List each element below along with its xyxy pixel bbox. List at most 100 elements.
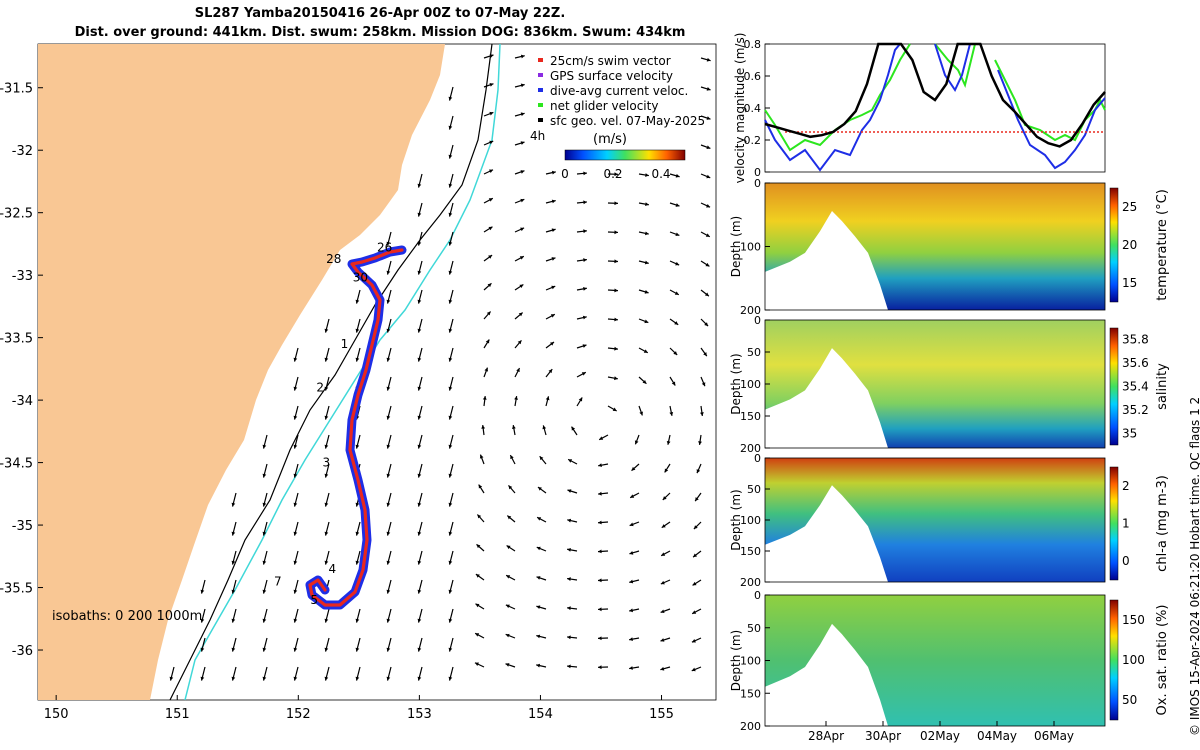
velocity-arrowhead <box>520 170 525 174</box>
velocity-arrowhead <box>486 311 491 316</box>
velocity-arrowhead <box>293 589 298 594</box>
velocity-arrowhead <box>482 396 487 400</box>
speed-colorbar: (m/s) 0 0.2 0.4 <box>561 132 686 181</box>
section-ylabel: Depth (m) <box>729 216 743 277</box>
velocity-arrowhead <box>448 589 453 594</box>
map-x-tick-label: 150 <box>44 707 69 722</box>
velocity-arrowhead <box>598 578 602 583</box>
velocity-arrowhead <box>614 317 618 322</box>
velocity-arrowhead <box>231 502 236 507</box>
chart-subtitle: Dist. over ground: 441km. Dist. swum: 25… <box>74 25 686 40</box>
velocity-arrowhead <box>660 609 665 614</box>
velocity-arrowhead <box>704 322 709 327</box>
velocity-arrowhead <box>696 469 701 474</box>
velocity-arrowhead <box>293 560 298 565</box>
velocity-arrowhead <box>536 634 541 639</box>
velocity-arrowhead <box>293 531 298 536</box>
velocity-arrowhead <box>293 618 298 623</box>
velocity-arrowhead <box>355 531 360 536</box>
colorbar-label: chl-a (mg m-3) <box>1155 475 1170 572</box>
colorbar-label: salinity <box>1155 363 1170 410</box>
velocity-arrowhead <box>536 605 541 610</box>
map-x-tick-label: 155 <box>649 707 674 722</box>
track-day-labels: 26 28 30 1 2 3 4 5 7 <box>274 241 392 607</box>
velocity-arrowhead <box>644 319 649 324</box>
velocity-arrowhead <box>629 551 634 555</box>
velocity-panel: 0 0.2 0.4 0.6 0.8 velocity magnitude (m/s) <box>733 33 1106 184</box>
section-panel: 0 50 100 150 200 Depth (m) 50 100 150 Ox. sat. ra… <box>729 589 1170 743</box>
velocity-ylabel: velocity magnitude (m/s) <box>733 33 747 184</box>
velocity-arrowhead <box>231 531 236 536</box>
map-y-tick-label: -32 <box>12 144 33 159</box>
velocity-arrowhead <box>661 552 666 556</box>
velocity-arrowhead <box>614 288 618 293</box>
velocity-arrowhead <box>200 589 205 594</box>
velocity-arrowhead <box>629 608 634 613</box>
velocity-arrowhead <box>417 241 422 246</box>
velocity-arrowhead <box>664 468 669 473</box>
velocity-y-tick-label: 0 <box>754 166 761 179</box>
section-y-tick-label: 200 <box>740 304 761 317</box>
map-y-tick-label: -33.5 <box>0 332 33 347</box>
velocity-arrowhead <box>487 283 492 288</box>
velocity-arrowhead <box>514 396 518 400</box>
velocity-arrowhead <box>517 340 522 345</box>
velocity-arrowhead <box>675 232 680 237</box>
section-colorbar <box>1109 466 1119 581</box>
velocity-arrowhead <box>675 173 680 178</box>
velocity-y-tick-label: 0.6 <box>744 70 762 83</box>
section-y-tick-label: 100 <box>740 378 761 391</box>
velocity-arrowhead <box>417 618 422 623</box>
map-x-tick-label: 153 <box>407 707 432 722</box>
velocity-arrowhead <box>548 369 553 374</box>
velocity-arrowhead <box>551 199 556 204</box>
section-y-tick-label: 100 <box>740 655 761 668</box>
velocity-arrowhead <box>386 299 391 304</box>
velocity-arrowhead <box>489 169 494 173</box>
colorbar-unit-label: (m/s) <box>593 132 627 147</box>
velocity-arrowhead <box>417 647 422 652</box>
velocity-arrowhead <box>324 502 329 507</box>
velocity-arrowhead <box>293 473 298 478</box>
colorbar-gradient <box>564 149 686 161</box>
velocity-arrowhead <box>262 444 267 449</box>
velocity-arrowhead <box>386 676 391 681</box>
section-x-tick-label: 02May <box>920 729 960 743</box>
velocity-arrowhead <box>571 426 576 431</box>
velocity-arrowhead <box>550 342 554 346</box>
velocity-arrowhead <box>693 553 698 558</box>
velocity-arrowhead <box>581 372 586 376</box>
track-day-label: 30 <box>353 271 368 285</box>
velocity-arrowhead <box>645 173 649 177</box>
velocity-arrowhead <box>386 473 391 478</box>
track-day-label: 3 <box>322 456 330 470</box>
section-y-tick-label: 0 <box>754 452 761 465</box>
velocity-arrowhead <box>599 436 604 440</box>
velocity-arrowhead <box>293 386 298 391</box>
colorbar-tick-label: 0.4 <box>651 167 670 181</box>
track-day-label: 1 <box>341 337 349 351</box>
velocity-frame <box>764 43 1106 173</box>
velocity-arrowhead <box>516 368 520 373</box>
velocity-arrowhead <box>448 96 453 101</box>
velocity-arrowhead <box>475 633 480 637</box>
velocity-arrowhead <box>474 662 479 666</box>
track-day-label: 2 <box>316 381 324 395</box>
velocity-arrowhead <box>448 299 453 304</box>
velocity-arrowhead <box>262 618 267 623</box>
velocity-arrowhead <box>551 257 556 261</box>
velocity-arrowhead <box>386 560 391 565</box>
velocity-arrowhead <box>417 328 422 333</box>
velocity-arrowhead <box>704 292 709 297</box>
velocity-arrowhead <box>262 647 267 652</box>
velocity-arrowhead <box>355 444 360 449</box>
section-x-tick-label: 28Apr <box>808 729 844 743</box>
colorbar-ticks: 0 0.2 0.4 <box>561 167 670 181</box>
velocity-arrowhead <box>629 579 634 584</box>
colorbar-tick-label: 35.2 <box>1122 403 1149 417</box>
section-panel: 0 100 200 Depth (m) 15 20 25 temperature (°C) <box>729 177 1170 317</box>
velocity-arrowhead <box>630 494 635 498</box>
section-y-tick-label: 100 <box>740 241 761 254</box>
